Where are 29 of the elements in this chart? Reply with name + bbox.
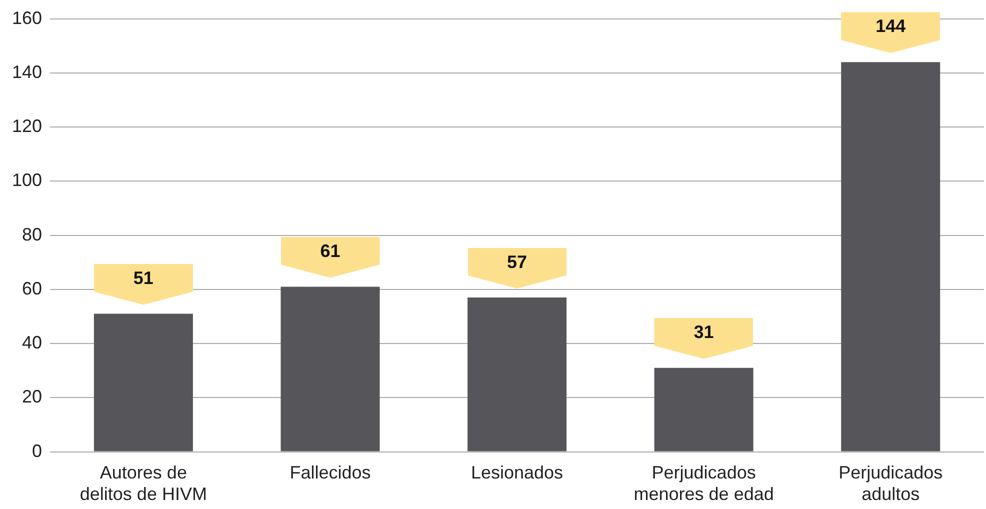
label-tag: 51 — [94, 264, 193, 305]
bar — [94, 314, 193, 452]
label-tag: 57 — [468, 248, 567, 289]
label-tag: 144 — [841, 12, 940, 54]
data-label: 61 — [320, 240, 340, 261]
data-label: 51 — [133, 268, 154, 288]
label-tag: 31 — [654, 318, 754, 359]
y-tick-label: 140 — [12, 62, 42, 82]
y-tick-label: 60 — [22, 278, 42, 298]
x-tick-label: Lesionados — [470, 462, 564, 483]
bar — [841, 62, 940, 452]
bar — [468, 298, 567, 452]
y-tick-label: 40 — [22, 332, 42, 353]
y-tick-label: 120 — [12, 116, 42, 136]
y-tick-label: 160 — [12, 8, 42, 28]
y-tick-label: 100 — [12, 170, 42, 190]
data-label: 31 — [694, 322, 714, 342]
data-label: 144 — [876, 16, 906, 36]
label-tag: 61 — [280, 236, 380, 278]
bar — [654, 368, 754, 452]
x-tick-label: Perjudicados menores de edad — [634, 462, 774, 504]
x-tick-label: Perjudicados adultos — [838, 462, 943, 504]
y-tick-label: 80 — [22, 224, 42, 244]
data-label: 57 — [507, 252, 528, 272]
x-tick-label: Fallecidos — [290, 462, 371, 483]
y-tick-label: 0 — [32, 440, 42, 461]
x-tick-label: Autores de delitos de HIVM — [80, 462, 207, 504]
bar — [280, 286, 380, 452]
y-tick-label: 20 — [22, 386, 42, 407]
